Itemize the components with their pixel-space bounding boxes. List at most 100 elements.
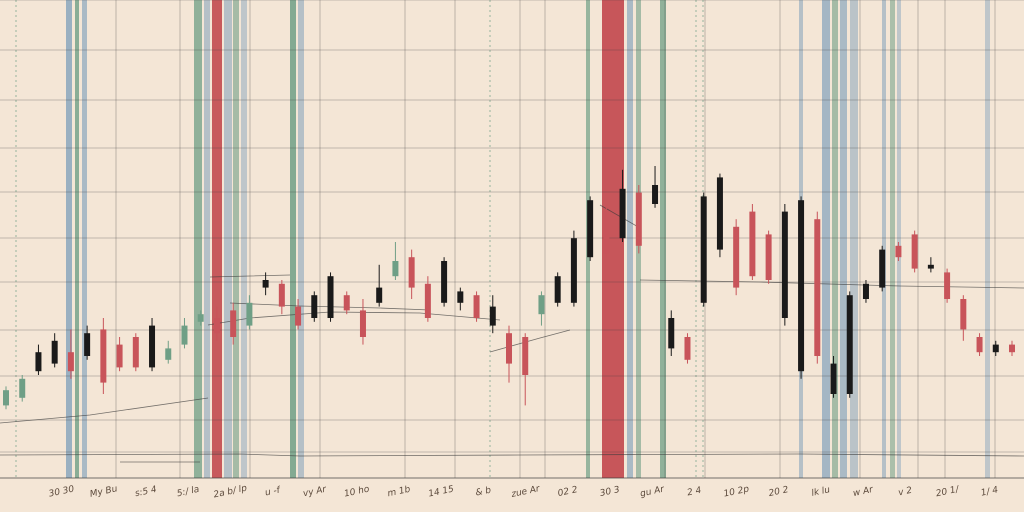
- band: [627, 0, 633, 478]
- trend-line: [229, 302, 431, 311]
- trend-line: [209, 274, 291, 278]
- candle-body: [343, 295, 350, 311]
- band: [832, 0, 838, 478]
- vertical-bands: [15, 0, 990, 478]
- candle-body: [489, 306, 496, 326]
- candle-body: [765, 234, 772, 280]
- trend-line: [0, 397, 209, 424]
- candle-body: [733, 226, 740, 288]
- candle-body: [197, 314, 204, 322]
- band: [890, 0, 895, 478]
- candle-body: [67, 352, 74, 372]
- band: [66, 0, 72, 478]
- candle-body: [132, 337, 139, 368]
- candle-body: [700, 196, 707, 303]
- band: [241, 0, 247, 478]
- candle-body: [473, 295, 480, 318]
- candle-body: [960, 299, 967, 330]
- candle-body: [603, 211, 610, 254]
- band: [660, 0, 666, 478]
- candle-body: [879, 249, 886, 288]
- band: [224, 0, 232, 478]
- candle-body: [506, 333, 512, 364]
- candle-body: [359, 310, 366, 337]
- band: [212, 0, 222, 478]
- candle-body: [262, 280, 269, 288]
- x-tick-label: s:5 4: [134, 485, 158, 499]
- band: [82, 0, 87, 478]
- candle-body: [149, 325, 156, 368]
- x-tick-label: 2 4: [686, 486, 702, 499]
- candle-body: [3, 390, 9, 406]
- x-tick-label: 30 3: [599, 485, 621, 499]
- band: [985, 0, 990, 478]
- x-tick-label: 5:/ la: [176, 485, 200, 499]
- x-tick-label: 20 2: [768, 485, 790, 499]
- candle-body: [522, 337, 529, 375]
- candle-body: [165, 348, 172, 360]
- candle-body: [408, 257, 415, 288]
- candle-body: [846, 295, 853, 394]
- x-tick-label: vy Ar: [302, 484, 328, 499]
- x-tick-label: m 1b: [387, 485, 412, 500]
- candle-body: [35, 352, 42, 372]
- x-tick-label: My Bu: [89, 484, 119, 500]
- candle-body: [441, 261, 448, 303]
- candle-body: [554, 276, 561, 303]
- candle-body: [116, 344, 123, 368]
- x-tick-label: 30 30: [48, 484, 76, 499]
- candle-body: [798, 200, 805, 372]
- candle-body: [392, 261, 399, 277]
- candle-body: [213, 318, 220, 334]
- trend-line: [0, 453, 1024, 457]
- x-tick-label: 14 15: [428, 484, 456, 499]
- x-tick-label: 2a b/ lp: [213, 484, 249, 501]
- x-tick-label: 10 ho: [343, 484, 371, 499]
- x-tick-label: 1/ 4: [980, 485, 999, 498]
- candle-body: [424, 283, 431, 318]
- x-tick-label: & b: [475, 485, 493, 498]
- candle-body: [570, 238, 577, 303]
- x-tick-label: w Ar: [852, 485, 875, 499]
- candle-body: [230, 310, 237, 337]
- candle-body: [781, 211, 788, 318]
- candle-body: [181, 325, 188, 345]
- candle-body: [911, 234, 918, 269]
- candle-body: [684, 337, 691, 360]
- band: [822, 0, 830, 478]
- candles: [3, 166, 1015, 410]
- candle-body: [830, 363, 837, 394]
- candle-body: [84, 333, 91, 356]
- candle-body: [295, 306, 302, 326]
- candle-body: [457, 291, 464, 303]
- x-axis-ticks: 30 30 My Bu s:5 4 5:/ la 2a b/ lp u -f vy Ar 10…: [48, 484, 999, 501]
- candle-body: [814, 219, 821, 356]
- trend-line: [489, 329, 571, 353]
- candle-body: [668, 318, 675, 349]
- x-tick-label: zue Ar: [510, 484, 542, 500]
- band: [602, 0, 624, 478]
- candle-body: [587, 200, 594, 258]
- candle-body: [376, 287, 383, 303]
- candle-body: [716, 177, 723, 250]
- band: [290, 0, 296, 478]
- x-tick-label: lk lu: [811, 485, 832, 499]
- band: [897, 0, 901, 478]
- candle-body: [927, 264, 934, 269]
- band: [204, 0, 210, 478]
- grid-lines: [0, 0, 1024, 479]
- candle-body: [327, 276, 334, 318]
- x-tick-label: 20 1/: [935, 485, 961, 500]
- x-tick-label: v 2: [897, 486, 913, 499]
- candle-body: [278, 283, 285, 307]
- candle-body: [311, 295, 318, 318]
- band: [882, 0, 886, 478]
- candle-body: [944, 272, 951, 299]
- band: [194, 0, 202, 478]
- candle-body: [976, 337, 983, 353]
- x-tick-label: u -f: [264, 485, 283, 498]
- x-tick-label: 10 2p: [723, 484, 751, 499]
- candle-body: [652, 185, 659, 204]
